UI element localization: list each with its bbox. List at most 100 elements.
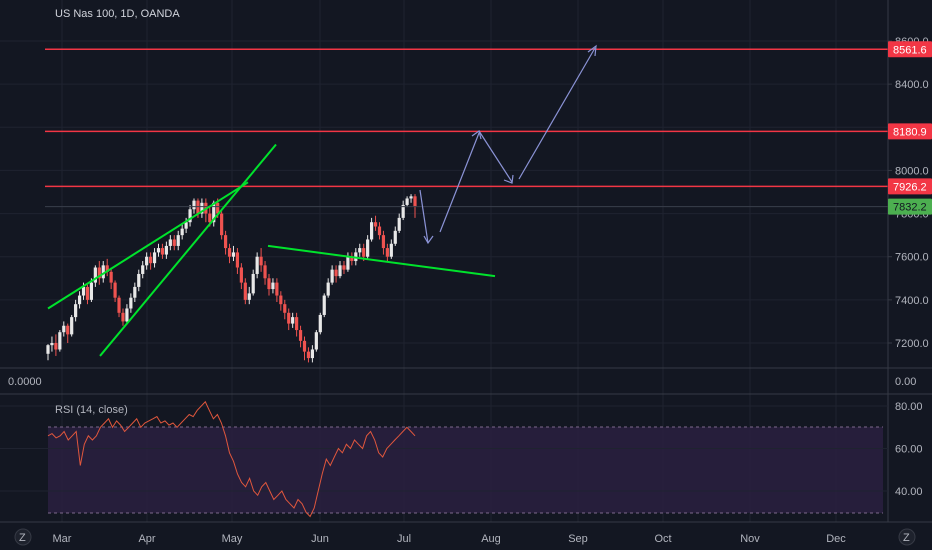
candle[interactable] <box>298 325 303 348</box>
candle[interactable] <box>271 278 275 294</box>
candle[interactable] <box>85 284 90 305</box>
candle[interactable] <box>109 267 113 290</box>
candle[interactable] <box>409 194 413 203</box>
candle[interactable] <box>385 243 389 262</box>
candle[interactable] <box>369 217 374 242</box>
candle[interactable] <box>70 314 74 337</box>
projection-segment[interactable] <box>478 130 513 183</box>
candle[interactable] <box>358 243 362 257</box>
candle[interactable] <box>74 299 78 322</box>
candle[interactable] <box>145 252 149 270</box>
candle[interactable] <box>168 235 172 251</box>
candle[interactable] <box>46 344 50 361</box>
candle[interactable] <box>247 286 251 305</box>
candle[interactable] <box>188 204 192 227</box>
candle[interactable] <box>58 330 62 352</box>
candle[interactable] <box>200 198 204 218</box>
candle[interactable] <box>405 196 409 208</box>
candle[interactable] <box>113 280 117 303</box>
candle[interactable] <box>93 265 97 287</box>
projection-segment[interactable] <box>439 132 480 233</box>
candle[interactable] <box>255 252 259 279</box>
candle[interactable] <box>263 261 267 285</box>
candle[interactable] <box>291 312 295 328</box>
candle[interactable] <box>334 265 338 283</box>
candle[interactable] <box>137 269 141 292</box>
candle[interactable] <box>141 261 145 279</box>
candle[interactable] <box>267 273 271 296</box>
candle[interactable] <box>377 222 382 240</box>
trendline[interactable] <box>47 181 249 310</box>
candle[interactable] <box>77 291 82 309</box>
candle[interactable] <box>97 261 101 285</box>
candle[interactable] <box>338 261 342 279</box>
candle[interactable] <box>251 269 255 296</box>
candle[interactable] <box>330 265 334 285</box>
candle[interactable] <box>117 295 121 318</box>
candle[interactable] <box>381 230 386 255</box>
candle[interactable] <box>283 299 287 320</box>
projection-segment[interactable] <box>419 189 429 244</box>
candle[interactable] <box>401 200 405 221</box>
candle[interactable] <box>133 282 137 303</box>
rsi-axis[interactable]: 80.00 60.00 40.00 <box>895 401 923 498</box>
candle[interactable] <box>302 336 307 361</box>
candle[interactable] <box>413 194 417 218</box>
zoom-left-button[interactable]: Z <box>14 528 32 546</box>
candle[interactable] <box>156 243 161 257</box>
candle[interactable] <box>231 245 236 262</box>
candle[interactable] <box>66 323 70 343</box>
candle[interactable] <box>192 198 196 214</box>
candle[interactable] <box>125 304 129 324</box>
price-axis[interactable]: 8600.08400.08000.07800.07600.07400.07200… <box>888 36 929 350</box>
zoom-right-button[interactable]: Z <box>898 528 916 546</box>
candle[interactable] <box>160 243 165 259</box>
candle[interactable] <box>149 252 153 270</box>
candle[interactable] <box>342 261 346 274</box>
candle[interactable] <box>295 312 299 337</box>
time-axis[interactable]: Mar Apr May Jun Jul Aug Sep Oct Nov Dec <box>53 533 847 545</box>
candle[interactable] <box>62 321 66 337</box>
candle[interactable] <box>366 235 370 259</box>
candle[interactable] <box>172 235 176 251</box>
candle[interactable] <box>279 291 283 311</box>
candle[interactable] <box>389 239 393 259</box>
candle[interactable] <box>223 230 228 255</box>
candle[interactable] <box>227 243 232 264</box>
trendline[interactable] <box>99 143 277 357</box>
candle[interactable] <box>314 330 318 352</box>
candle[interactable] <box>239 263 243 290</box>
trendlines[interactable] <box>47 143 496 357</box>
rsi-line[interactable] <box>47 400 416 518</box>
projection-segment[interactable] <box>518 47 596 180</box>
candle[interactable] <box>243 278 247 305</box>
candle[interactable] <box>54 334 58 356</box>
candle[interactable] <box>322 293 326 318</box>
candle[interactable] <box>397 213 401 233</box>
candle[interactable] <box>326 278 330 298</box>
candle[interactable] <box>164 241 168 259</box>
candle[interactable] <box>310 345 314 363</box>
candle[interactable] <box>259 248 263 272</box>
trendline[interactable] <box>267 244 496 278</box>
candle[interactable] <box>373 215 378 231</box>
candle[interactable] <box>350 252 354 266</box>
candle[interactable] <box>121 308 125 326</box>
candle[interactable] <box>180 224 184 240</box>
candle[interactable] <box>235 248 240 274</box>
candle[interactable] <box>393 226 397 246</box>
candle[interactable] <box>220 211 224 240</box>
candle[interactable] <box>287 308 291 331</box>
candle[interactable] <box>101 261 105 283</box>
projection-arrows[interactable] <box>419 44 597 245</box>
candle[interactable] <box>306 347 311 363</box>
candle[interactable] <box>129 293 133 313</box>
candle[interactable] <box>105 258 109 277</box>
candle[interactable] <box>152 248 157 268</box>
candle[interactable] <box>275 278 279 303</box>
candle[interactable] <box>176 230 180 251</box>
candlestick-series[interactable] <box>46 194 417 363</box>
candle[interactable] <box>50 336 54 352</box>
candle[interactable] <box>318 312 322 335</box>
